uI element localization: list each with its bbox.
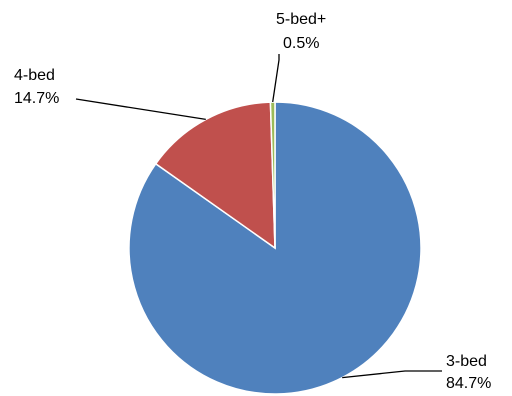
leader-lines — [75, 54, 442, 379]
pie-slices — [128, 101, 422, 395]
leader-line-4-bed — [75, 98, 206, 121]
label-4-bed-name: 4-bed — [14, 67, 55, 84]
pie-slice-5-bed — [269, 101, 276, 249]
pie-slice-4-bed — [154, 101, 276, 250]
label-5-bed-plus-name: 5-bed+ — [276, 11, 326, 28]
leader-line-3-bed — [342, 370, 442, 379]
label-3-bed-value: 84.7% — [446, 375, 491, 392]
leader-line-5-bed-plus — [272, 54, 280, 103]
label-5-bed-plus-value: 0.5% — [283, 35, 319, 52]
slice-labels: 3-bed 84.7% 4-bed 14.7% 5-bed+ 0.5% — [14, 11, 491, 392]
label-3-bed-name: 3-bed — [446, 353, 487, 370]
label-4-bed-value: 14.7% — [14, 90, 59, 107]
